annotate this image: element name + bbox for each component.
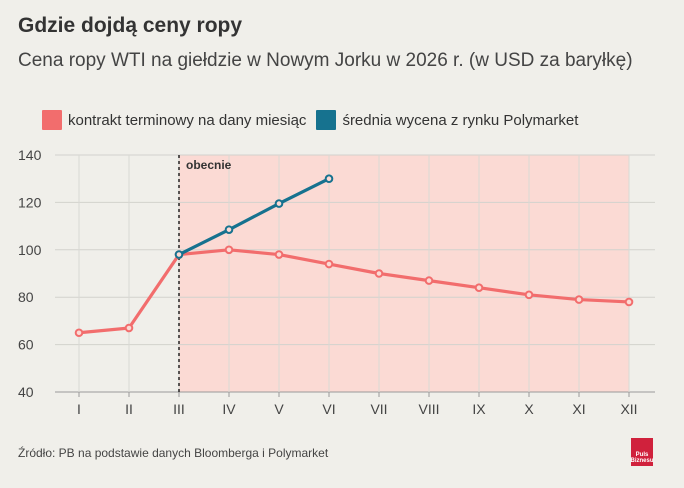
data-point-futures <box>224 245 234 255</box>
data-point-futures <box>124 323 134 333</box>
data-point-futures <box>574 295 584 304</box>
data-point-polymarket <box>174 250 184 259</box>
data-point-futures <box>324 259 334 269</box>
chart-subtitle: Cena ropy WTI na giełdzie w Nowym Jorku … <box>18 50 633 71</box>
forecast-shaded-region <box>179 155 629 392</box>
legend-label-polymarket: średnia wycena z rynku Polymarket <box>342 111 579 129</box>
legend-item-polymarket: średnia wycena z rynku Polymarket <box>316 110 578 130</box>
series-line-futures <box>77 248 631 335</box>
series-line-polymarket <box>177 177 331 257</box>
legend-item-futures: kontrakt terminowy na dany miesiąc <box>42 110 306 130</box>
data-point-futures <box>374 269 384 278</box>
x-tick-label: XI <box>572 401 585 417</box>
data-point-polymarket <box>224 225 234 234</box>
y-tick-label: 40 <box>18 384 34 400</box>
logo-line-2: Biznesu <box>630 458 654 464</box>
legend-swatch-futures <box>42 110 62 130</box>
data-point-futures <box>474 283 484 293</box>
x-tick-label: V <box>274 401 284 417</box>
legend: kontrakt terminowy na dany miesiąc średn… <box>42 110 588 130</box>
x-tick-label: VIII <box>418 401 439 417</box>
x-tick-label: II <box>125 401 133 417</box>
x-tick-label: XII <box>620 401 637 417</box>
data-point-futures <box>424 276 434 285</box>
y-tick-label: 140 <box>18 147 42 163</box>
logo-line-1: Puls <box>635 452 649 458</box>
data-point-futures <box>524 290 534 300</box>
y-tick-label: 120 <box>18 194 42 210</box>
data-point-polymarket <box>324 174 334 183</box>
legend-label-futures: kontrakt terminowy na dany miesiąc <box>68 111 307 129</box>
x-tick-label: IV <box>222 401 236 417</box>
data-point-polymarket <box>274 199 284 208</box>
x-tick-label: I <box>77 401 81 417</box>
annotation-current-label: obecnie <box>186 158 232 172</box>
x-tick-label: IX <box>472 401 486 417</box>
data-point-futures <box>274 250 284 259</box>
y-tick-label: 80 <box>18 289 34 305</box>
puls-biznesu-logo: Puls Biznesu <box>630 438 654 466</box>
x-tick-label: VII <box>370 401 387 417</box>
y-tick-label: 100 <box>18 242 42 258</box>
y-tick-label: 60 <box>18 337 34 353</box>
data-point-futures <box>74 328 84 338</box>
chart-title: Gdzie dojdą ceny ropy <box>18 14 243 37</box>
x-tick-label: VI <box>322 401 335 417</box>
legend-swatch-polymarket <box>316 110 337 130</box>
data-point-futures <box>624 297 634 307</box>
x-tick-label: III <box>173 401 185 417</box>
x-tick-label: X <box>524 401 534 417</box>
source-note: Źródło: PB na podstawie danych Bloomberg… <box>18 446 329 460</box>
